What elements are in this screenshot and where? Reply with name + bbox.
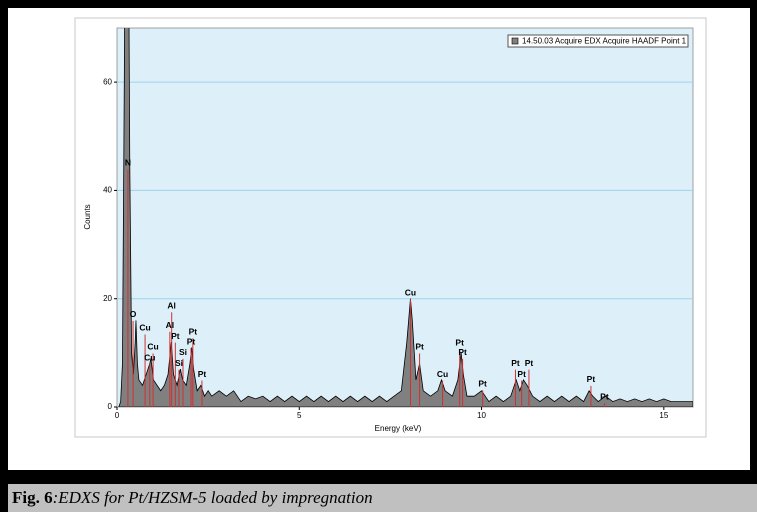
peak-label: Pt — [511, 358, 520, 368]
peak-label: Al — [166, 320, 175, 330]
spectrum — [118, 28, 693, 407]
x-tick-label: 15 — [659, 411, 668, 420]
peak-label: O — [130, 309, 137, 319]
caption-text: :EDXS for Pt/HZSM-5 loaded by impregnati… — [52, 488, 373, 507]
y-tick-label: 40 — [103, 186, 112, 195]
legend-label: 14.50.03 Acquire EDX Acquire HAADF Point… — [522, 37, 687, 46]
x-tick-label: 0 — [115, 411, 120, 420]
peak-label: Cu — [147, 342, 158, 352]
plot-area — [116, 27, 694, 408]
caption: Fig. 6:EDXS for Pt/HZSM-5 loaded by impr… — [8, 484, 757, 512]
x-axis-label: Energy (keV) — [375, 424, 422, 433]
peak-label: Si — [175, 358, 183, 368]
peak-label: Pt — [517, 369, 526, 379]
y-tick-label: 60 — [103, 77, 112, 86]
caption-label: Fig. 6 — [12, 488, 53, 507]
x-tick-label: 5 — [297, 411, 302, 420]
peak-label: Pt — [587, 374, 596, 384]
peak-label: Pt — [171, 331, 180, 341]
peak-label: Pt — [198, 369, 207, 379]
peak-label: Pt — [455, 337, 464, 347]
peak-label: Cu — [437, 369, 448, 379]
peak-label: Pt — [458, 347, 467, 357]
peak-label: Cu — [405, 288, 416, 298]
peak-label: Pt — [525, 358, 534, 368]
peak-label: Pt — [600, 392, 609, 402]
peak-label: N — [125, 158, 131, 168]
peak-label: Pt — [478, 379, 487, 389]
peak-label: Cu — [144, 353, 155, 363]
peak-label: Si — [179, 347, 187, 357]
legend-swatch — [511, 37, 519, 45]
peak-label: Pt — [189, 327, 198, 337]
y-tick-label: 0 — [108, 402, 113, 411]
peak-label: Cu — [139, 323, 150, 333]
legend-box — [507, 34, 689, 48]
y-tick-label: 20 — [103, 294, 112, 303]
y-axis-label: Counts — [83, 204, 92, 229]
peak-label: Pt — [187, 336, 196, 346]
peak-label: Pt — [415, 342, 424, 352]
peak-label: Al — [167, 301, 176, 311]
x-tick-label: 10 — [477, 411, 486, 420]
